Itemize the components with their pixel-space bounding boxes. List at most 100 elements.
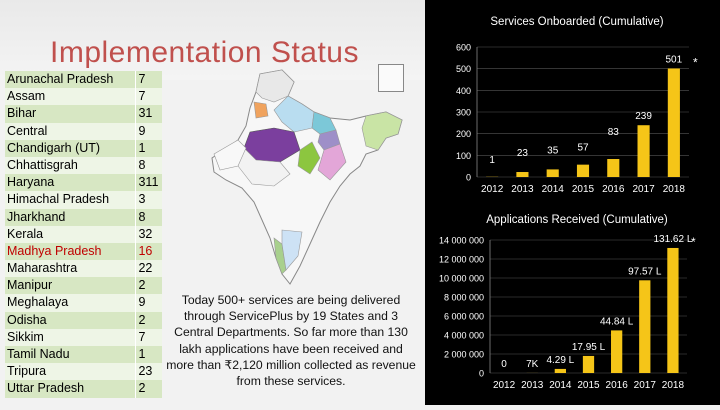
service-count: 2: [135, 380, 162, 397]
y-tick-label: 6 000 000: [444, 312, 484, 322]
service-count: 7: [135, 88, 162, 105]
bar: [607, 159, 619, 177]
state-name: Assam: [5, 88, 135, 105]
data-label: 17.95 L: [572, 342, 606, 353]
x-tick-label: 2016: [602, 184, 625, 195]
x-tick-label: 2013: [521, 380, 544, 391]
y-tick-label: 8 000 000: [444, 293, 484, 303]
data-label: 4.29 L: [546, 355, 574, 366]
service-count: 2: [135, 277, 162, 294]
state-name: Haryana: [5, 174, 135, 191]
service-count: 8: [135, 157, 162, 174]
charts-panel: Services Onboarded (Cumulative) 0 1 0 0 200 30…: [425, 0, 720, 405]
y-tick-label: 2 000 000: [444, 350, 484, 360]
service-count: 2: [135, 312, 162, 329]
y-tick-label: 0: [466, 173, 471, 183]
state-name: Chhattisgrah: [5, 157, 135, 174]
y-tick-label: 12 000 000: [439, 255, 484, 265]
service-count: 7: [135, 329, 162, 346]
x-tick-label: 2012: [493, 380, 516, 391]
bar: [583, 356, 594, 373]
service-count: 16: [135, 243, 162, 260]
map-outline: [212, 70, 402, 284]
y-tick-label: 0: [479, 369, 484, 379]
data-label: 131.62 L: [653, 234, 692, 245]
map-region-haryana: [254, 102, 268, 118]
x-tick-label: 2016: [606, 380, 629, 391]
bar: [638, 125, 650, 177]
bar: [639, 280, 650, 373]
y-tick-label: 200: [456, 129, 471, 139]
state-name: Madhya Pradesh: [5, 243, 135, 260]
x-tick-label: 2012: [481, 184, 504, 195]
service-count: 311: [135, 174, 162, 191]
state-name: Maharashtra: [5, 260, 135, 277]
state-name: Uttar Pradesh: [5, 380, 135, 397]
service-count: 9: [135, 294, 162, 311]
bar: [577, 165, 589, 177]
y-tick-label: 300: [456, 108, 471, 118]
x-tick-label: 2014: [549, 380, 572, 391]
state-name: Manipur: [5, 277, 135, 294]
footnote-text: *Till July 31, 2018: [699, 317, 710, 396]
service-count: 23: [135, 363, 162, 380]
chart-title: Applications Received (Cumulative): [486, 214, 668, 226]
bar: [555, 369, 566, 373]
bar: [516, 172, 528, 177]
data-label: 7K: [526, 359, 539, 370]
y-tick-label: 4 000 000: [444, 331, 484, 341]
service-count: 32: [135, 226, 162, 243]
y-tick-label: 600: [456, 43, 471, 53]
x-tick-label: 2018: [662, 380, 685, 391]
bar: [668, 68, 680, 177]
data-label: 239: [635, 111, 652, 122]
state-name: Kerala: [5, 226, 135, 243]
service-count: 7: [135, 71, 162, 88]
data-label: 501: [666, 54, 683, 65]
footnote: *Till July 31, 2018: [693, 250, 717, 400]
data-label: 23: [517, 148, 529, 159]
service-count: 8: [135, 209, 162, 226]
state-name: Central: [5, 123, 135, 140]
bar: [547, 169, 559, 177]
x-tick-label: 2013: [511, 184, 534, 195]
state-name: Bihar: [5, 105, 135, 122]
chart-title: Services Onboarded (Cumulative): [490, 16, 663, 28]
x-tick-label: 2018: [663, 184, 686, 195]
state-name: Himachal Pradesh: [5, 191, 135, 208]
summary-text: Today 500+ services are being delivered …: [166, 292, 416, 389]
annotation-asterisk: *: [693, 55, 698, 69]
table-row: Chandigarh (UT)1: [5, 140, 162, 157]
data-label: 0: [501, 359, 507, 370]
state-name: Tripura: [5, 363, 135, 380]
service-count: 9: [135, 123, 162, 140]
service-count: 22: [135, 260, 162, 277]
bar: [667, 248, 678, 373]
state-name: Jharkhand: [5, 209, 135, 226]
india-map: [190, 62, 415, 292]
service-count: 1: [135, 346, 162, 363]
data-label: 1: [489, 155, 495, 166]
y-tick-label: 14 000 000: [439, 236, 484, 246]
data-label: 35: [547, 145, 559, 156]
y-tick-label: 10 000 000: [439, 274, 484, 284]
map-region-north-east: [362, 112, 402, 150]
state-name: Odisha: [5, 312, 135, 329]
x-tick-label: 2017: [632, 184, 655, 195]
